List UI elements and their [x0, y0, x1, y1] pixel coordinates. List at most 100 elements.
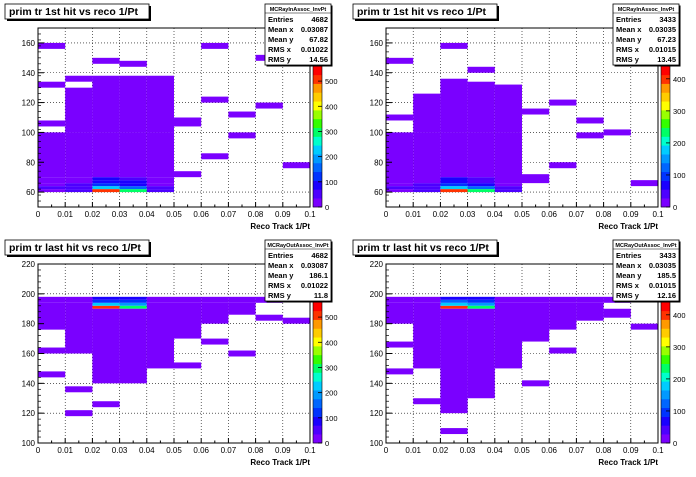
- title-box: [352, 239, 498, 256]
- heatmap-cell: [119, 296, 147, 300]
- heatmap-cell: [92, 183, 120, 187]
- y-tick-label: 160: [22, 39, 36, 48]
- stats-value: 13.45: [657, 55, 676, 64]
- colorbar-segment: [661, 136, 670, 146]
- heatmap-cell: [440, 177, 468, 184]
- heatmap-cell: [228, 111, 256, 118]
- heatmap-cell: [386, 132, 414, 184]
- colorbar-segment: [313, 346, 322, 356]
- colorbar-segment: [313, 180, 322, 190]
- heatmap-cell: [119, 299, 147, 303]
- stats-label: Mean x: [616, 261, 642, 270]
- colorbar-segment: [661, 302, 670, 312]
- y-tick-label: 160: [370, 39, 384, 48]
- heatmap-cell: [65, 183, 93, 187]
- stats-name: MCRayOutAssoc_InvPt: [615, 243, 676, 249]
- heatmap-cell: [119, 189, 147, 193]
- plot-title: prim tr last hit vs reco 1/Pt: [357, 242, 489, 254]
- heatmap-cell: [549, 302, 577, 330]
- stats-label: RMS x: [268, 281, 292, 290]
- x-tick-label: 0.06: [193, 446, 209, 455]
- stats-label: RMS y: [268, 291, 292, 300]
- stats-label: Mean x: [616, 25, 642, 34]
- heatmap-cell: [146, 189, 174, 193]
- colorbar-tick-label: 300: [325, 127, 338, 136]
- stats-value: 0.03087: [301, 261, 328, 270]
- colorbar-tick-label: 100: [325, 414, 338, 423]
- colorbar-segment: [661, 83, 670, 93]
- heatmap-cell: [65, 410, 93, 417]
- heatmap-cell: [38, 42, 66, 49]
- stats-value: 186.1: [309, 271, 328, 280]
- colorbar-segment: [661, 154, 670, 164]
- heatmap-cell: [228, 132, 256, 139]
- colorbar-segment: [313, 83, 322, 93]
- colorbar-segment: [313, 74, 322, 84]
- heatmap-cell: [119, 308, 147, 384]
- y-tick-label: 180: [370, 320, 384, 329]
- x-axis-label: Reco Track 1/Pt: [598, 222, 658, 231]
- stats-box: [264, 3, 332, 66]
- x-tick-label: 0.03: [460, 210, 476, 219]
- colorbar-tick-label: 500: [325, 313, 338, 322]
- colorbar-segment: [313, 302, 322, 312]
- y-tick-label: 120: [370, 99, 384, 108]
- colorbar-segment: [661, 346, 670, 356]
- heatmap-cell: [146, 183, 174, 187]
- colorbar-tick-label: 400: [673, 75, 686, 84]
- heatmap-cell: [119, 305, 147, 309]
- colorbar-tick-label: 0: [673, 439, 677, 448]
- heatmap-cell: [38, 371, 66, 378]
- stats-name: MCRayInAssoc_InvPt: [270, 7, 327, 13]
- heatmap-cell: [201, 96, 229, 103]
- heatmap-cell: [413, 183, 441, 187]
- colorbar-segment: [313, 354, 322, 364]
- colorbar-segment: [313, 110, 322, 120]
- heatmap-cell: [467, 186, 495, 190]
- stats-value: 12.16: [657, 291, 676, 300]
- x-tick-label: 0.02: [433, 210, 449, 219]
- y-tick-label: 160: [22, 350, 36, 359]
- colorbar-segment: [661, 66, 670, 76]
- heatmap-cell: [119, 180, 147, 184]
- x-tick-label: 0.01: [57, 446, 73, 455]
- heatmap-cell: [576, 132, 604, 139]
- heatmap-cell: [494, 302, 522, 369]
- x-tick-label: 0.08: [248, 446, 264, 455]
- stats-value: 0.01015: [649, 45, 676, 54]
- colorbar-tick-label: 0: [673, 203, 677, 212]
- heatmap-cell: [146, 296, 174, 303]
- colorbar-segment: [661, 180, 670, 190]
- x-axis-label: Reco Track 1/Pt: [250, 458, 310, 467]
- y-tick-label: 200: [370, 290, 384, 299]
- heatmap-cell: [413, 93, 441, 133]
- heatmap-cell: [119, 183, 147, 187]
- stats-label: RMS y: [616, 291, 640, 300]
- heatmap-cell: [386, 183, 414, 187]
- heatmap-cell: [92, 177, 120, 181]
- colorbar-tick-label: 200: [673, 139, 686, 148]
- heatmap-cell: [467, 81, 495, 133]
- colorbar-segment: [313, 92, 322, 102]
- y-tick-label: 80: [374, 158, 383, 167]
- colorbar-segment: [313, 162, 322, 173]
- colorbar-tick-label: 200: [325, 389, 338, 398]
- heatmap-cell: [38, 132, 66, 178]
- colorbar-segment: [661, 337, 670, 347]
- heatmap-cell: [413, 186, 441, 190]
- heatmap-cell: [467, 183, 495, 187]
- heatmap-cell: [92, 299, 120, 303]
- colorbar-segment: [313, 372, 322, 382]
- heatmap-cell: [65, 186, 93, 190]
- y-tick-label: 100: [370, 439, 384, 448]
- heatmap-cell: [65, 87, 93, 133]
- colorbar-tick-label: 400: [325, 338, 338, 347]
- colorbar-segment: [661, 381, 670, 391]
- heatmap-cell: [386, 302, 414, 324]
- heatmap-cell: [201, 338, 229, 345]
- x-tick-label: 0.02: [85, 210, 101, 219]
- colorbar-segment: [661, 145, 670, 155]
- colorbar-segment: [313, 425, 322, 435]
- heatmap-cell: [38, 81, 66, 88]
- heatmap-cell: [255, 102, 283, 109]
